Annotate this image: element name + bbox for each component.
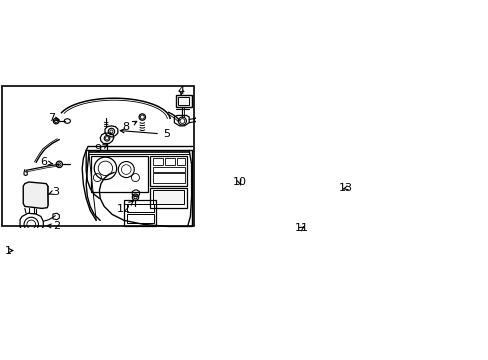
Bar [153,190,184,204]
Text: 5: 5 [120,129,169,139]
Bar [153,167,185,172]
Text: 7: 7 [48,113,59,123]
Text: 11: 11 [294,224,308,234]
Polygon shape [23,182,48,208]
Bar [175,95,191,107]
Text: 10: 10 [232,177,246,187]
Bar [165,158,175,165]
Text: 13: 13 [338,183,352,193]
Bar [177,158,185,165]
Text: 6: 6 [40,157,52,167]
Bar [150,156,187,186]
Bar [153,173,185,183]
Text: 8: 8 [122,121,137,132]
Bar [178,98,188,105]
Bar [124,201,156,226]
Text: 12: 12 [116,201,133,214]
Bar [127,204,153,212]
Text: 4: 4 [177,86,184,96]
Text: 2: 2 [47,221,61,231]
Circle shape [132,194,139,201]
Bar [91,156,147,192]
Bar [239,185,254,194]
Text: 3: 3 [49,186,59,197]
Text: 1: 1 [5,246,13,256]
Bar [127,215,153,223]
Bar [150,188,187,208]
Text: 9: 9 [95,144,107,154]
Bar [153,158,163,165]
